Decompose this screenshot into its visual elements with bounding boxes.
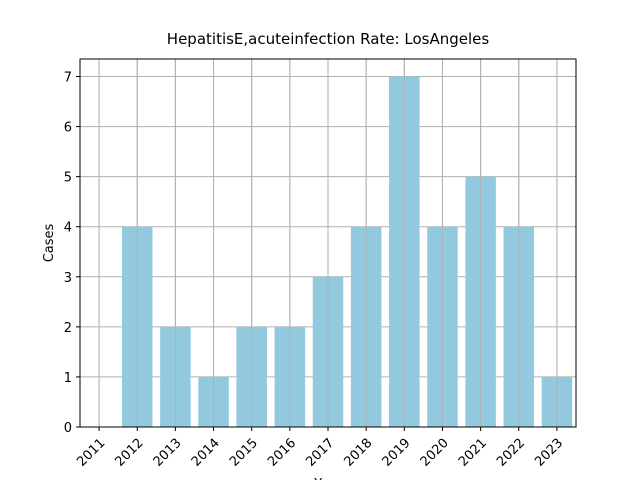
y-tick-label: 6 <box>64 121 72 136</box>
y-tick-label: 7 <box>64 71 72 86</box>
chart-title: HepatitisE,acuteinfection Rate: LosAngel… <box>167 30 490 48</box>
y-tick-label: 1 <box>64 371 72 386</box>
y-tick-label: 2 <box>64 321 72 336</box>
y-tick-label: 0 <box>64 421 72 436</box>
y-tick-label: 4 <box>64 221 72 236</box>
y-tick-label: 3 <box>64 271 72 286</box>
y-tick-label: 5 <box>64 171 72 186</box>
y-axis-label: Cases <box>42 223 57 262</box>
x-axis-label: Year <box>313 477 342 480</box>
